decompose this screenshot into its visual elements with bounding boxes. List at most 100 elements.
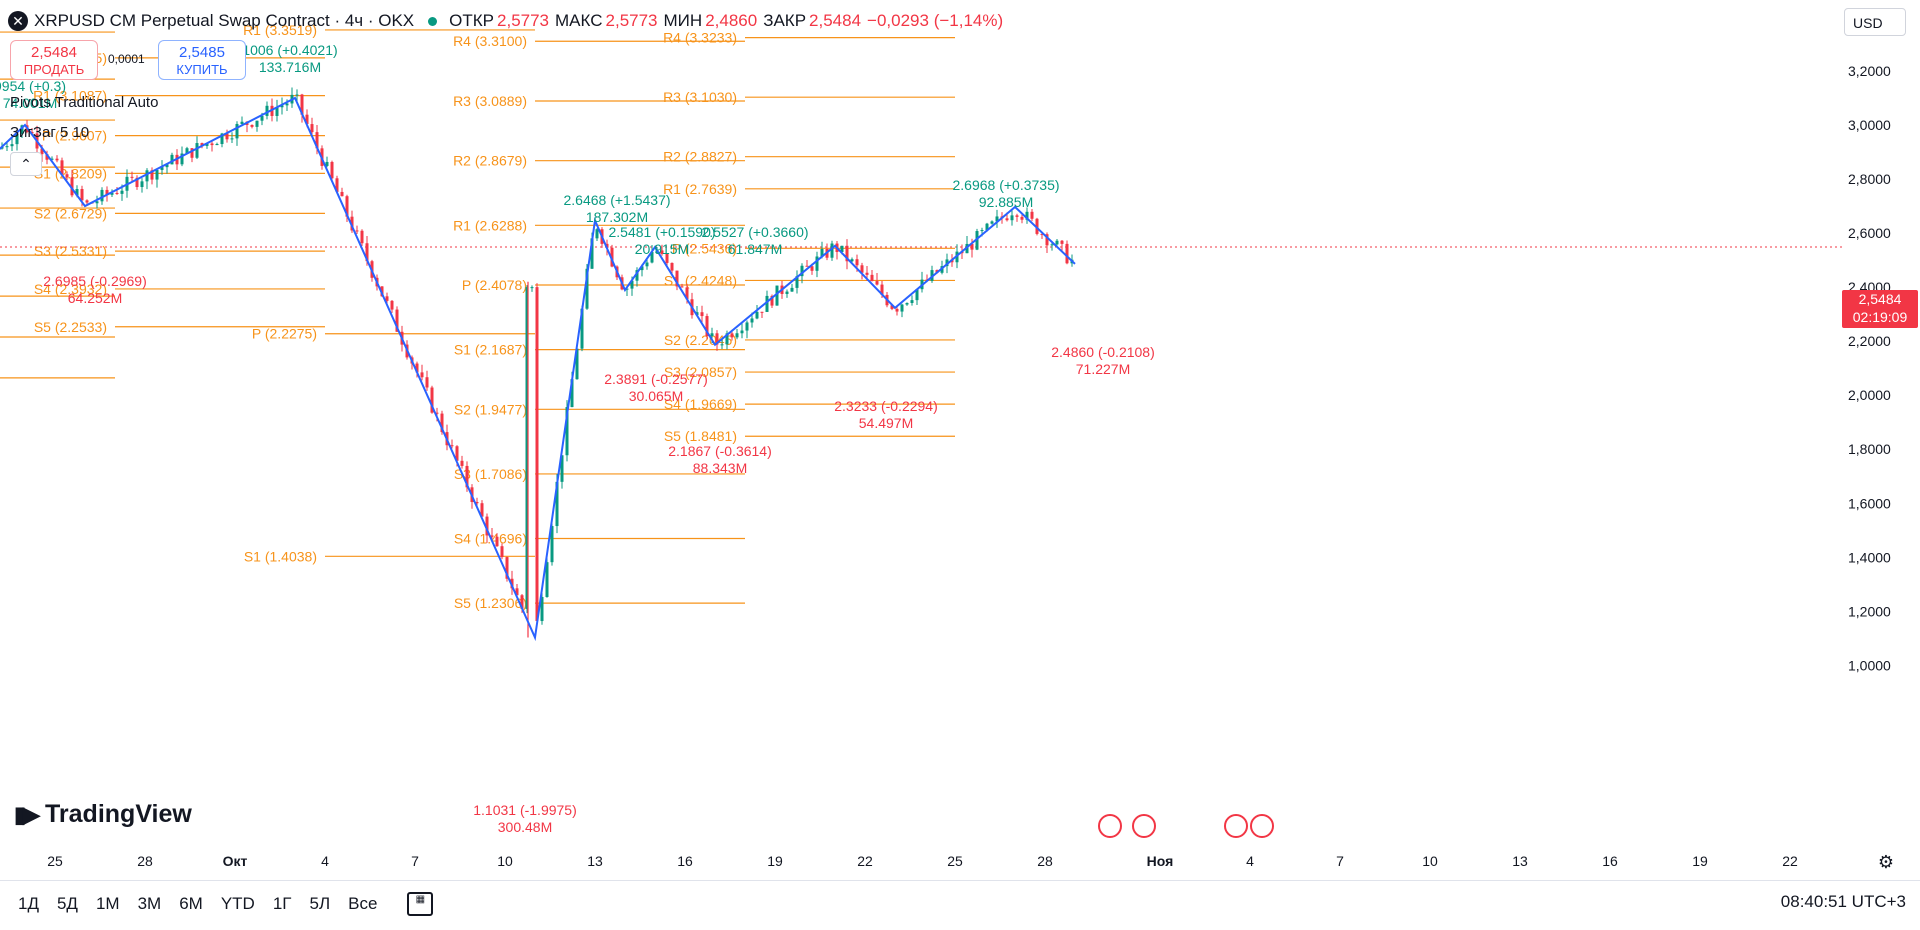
candle-body bbox=[155, 169, 159, 180]
x-tick-label: Окт bbox=[223, 853, 248, 869]
x-tick-label: 13 bbox=[587, 853, 603, 869]
candle-body bbox=[75, 189, 79, 196]
candle-body bbox=[30, 131, 34, 134]
candle-body bbox=[1030, 211, 1034, 219]
range-5d-button[interactable]: 5Д bbox=[56, 894, 78, 913]
pivot-level-label: R4 (3.3233) bbox=[663, 30, 737, 46]
candle-body bbox=[980, 230, 984, 232]
candle-body bbox=[625, 288, 629, 290]
x-tick-label: 7 bbox=[1336, 853, 1344, 869]
range-1y-button[interactable]: 1Г bbox=[272, 894, 292, 913]
candle-body bbox=[255, 120, 259, 127]
y-tick-label: 2,2000 bbox=[1848, 333, 1891, 349]
currency-select[interactable]: USD bbox=[1844, 8, 1906, 36]
candle-body bbox=[235, 123, 239, 139]
candle-body bbox=[45, 154, 49, 160]
symbol-title[interactable]: XRPUSD CM Perpetual Swap Contract · 4ч ·… bbox=[34, 11, 415, 30]
candle-body bbox=[310, 124, 314, 133]
open-value: 2,5773 bbox=[497, 11, 550, 30]
zigzag-price-label: 2.1867 (-0.3614) bbox=[668, 443, 772, 459]
us-flag-icon bbox=[1132, 814, 1156, 838]
range-1d-button[interactable]: 1Д bbox=[18, 894, 39, 913]
pivot-level-label: S1 (2.1687) bbox=[454, 342, 527, 358]
candle-body bbox=[135, 177, 139, 188]
clock-display[interactable]: 08:40:51 UTC+3 bbox=[1780, 892, 1906, 911]
candle-body bbox=[55, 158, 59, 161]
pivot-level-label: S2 (2.2045) bbox=[664, 332, 737, 348]
bar-countdown: 02:19:09 bbox=[1852, 309, 1908, 325]
candle-body bbox=[580, 308, 584, 349]
candle-body bbox=[5, 146, 9, 148]
candle-body bbox=[65, 174, 69, 178]
pivot-level-label: P (2.2275) bbox=[252, 326, 317, 342]
candle-body bbox=[525, 287, 529, 609]
currency-value: USD bbox=[1853, 15, 1883, 31]
candle-body bbox=[1015, 215, 1019, 217]
chevron-up-icon[interactable]: ⌃ bbox=[10, 152, 42, 176]
candle-body bbox=[200, 143, 204, 146]
candle-body bbox=[795, 276, 799, 288]
pivot-level-label: S2 (2.6729) bbox=[34, 205, 107, 221]
candle-body bbox=[260, 115, 264, 121]
candle-body bbox=[665, 253, 669, 263]
tradingview-logo[interactable]: ▮▶ TradingView bbox=[14, 800, 192, 829]
range-6m-button[interactable]: 6М bbox=[179, 894, 203, 913]
zigzag-price-label: 2.4860 (-0.2108) bbox=[1051, 344, 1155, 360]
range-ytd-button[interactable]: YTD bbox=[220, 894, 255, 913]
x-tick-label: 22 bbox=[857, 853, 873, 869]
candle-body bbox=[855, 259, 859, 266]
range-all-button[interactable]: Все bbox=[348, 894, 378, 913]
sell-button[interactable]: 2,5484 ПРОДАТЬ bbox=[10, 40, 98, 80]
range-1m-button[interactable]: 1М bbox=[95, 894, 120, 913]
zigzag-volume-label: 133.716M bbox=[259, 59, 321, 75]
candle-body bbox=[485, 516, 489, 536]
x-tick-label: Ноя bbox=[1147, 853, 1174, 869]
candle-body bbox=[595, 229, 599, 239]
spread-value: 0,0001 bbox=[108, 52, 145, 66]
candle-body bbox=[505, 557, 509, 579]
range-3m-button[interactable]: 3М bbox=[137, 894, 162, 913]
calendar-icon[interactable]: ▦ bbox=[407, 892, 434, 916]
candle-body bbox=[165, 164, 169, 168]
brand-name: TradingView bbox=[45, 800, 192, 828]
candle-body bbox=[975, 231, 979, 250]
candle-body bbox=[340, 191, 344, 197]
candle-body bbox=[850, 259, 854, 262]
gear-icon[interactable]: ⚙ bbox=[1877, 852, 1894, 872]
candle-body bbox=[60, 160, 64, 175]
candle-body bbox=[1050, 244, 1054, 246]
candle-body bbox=[915, 289, 919, 301]
candle-body bbox=[1055, 240, 1059, 245]
candle-body bbox=[1035, 218, 1039, 234]
candle-body bbox=[415, 363, 419, 373]
candle-body bbox=[745, 322, 749, 331]
pivot-level-label: S2 (1.9477) bbox=[454, 401, 527, 417]
candle-body bbox=[970, 243, 974, 250]
candle-body bbox=[985, 223, 989, 231]
zigzag-volume-label: 88.343M bbox=[693, 460, 747, 476]
range-5y-button[interactable]: 5Л bbox=[309, 894, 331, 913]
candle-body bbox=[945, 259, 949, 267]
candle-body bbox=[185, 148, 189, 154]
pivot-level-label: P (2.5436) bbox=[672, 240, 737, 256]
x-tick-label: 10 bbox=[497, 853, 513, 869]
zigzag-price-label: 1006 (+0.4021) bbox=[242, 42, 337, 58]
x-tick-label: 22 bbox=[1782, 853, 1798, 869]
indicator-zigzag-label[interactable]: ЗигЗаг 5 10 bbox=[10, 124, 90, 141]
candle-body bbox=[820, 248, 824, 257]
candle-body bbox=[755, 311, 759, 319]
candle-body bbox=[285, 103, 289, 106]
zigzag-price-label: 2.5481 (+0.1590) bbox=[608, 224, 715, 240]
pivot-level-label: S5 (1.2306) bbox=[454, 595, 527, 611]
x-tick-label: 16 bbox=[677, 853, 693, 869]
indicator-pivots-label[interactable]: Pivots Traditional Auto bbox=[10, 94, 159, 111]
buy-button[interactable]: 2,5485 КУПИТЬ bbox=[158, 40, 246, 80]
candle-body bbox=[610, 247, 614, 267]
x-tick-label: 13 bbox=[1512, 853, 1528, 869]
candle-body bbox=[395, 309, 399, 332]
candle-body bbox=[145, 170, 149, 182]
pivot-level-label: P (2.4078) bbox=[462, 277, 527, 293]
candle-body bbox=[680, 286, 684, 288]
candle-body bbox=[740, 330, 744, 334]
